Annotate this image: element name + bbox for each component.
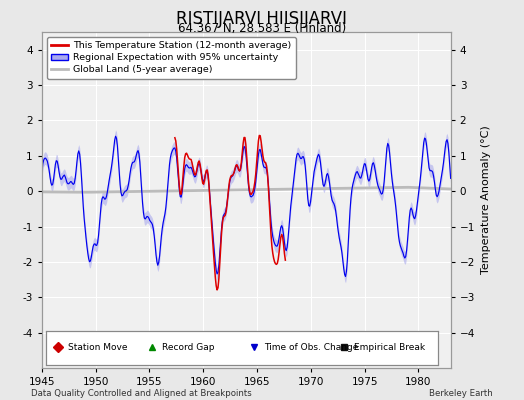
Text: Berkeley Earth: Berkeley Earth [429, 389, 493, 398]
Text: Data Quality Controlled and Aligned at Breakpoints: Data Quality Controlled and Aligned at B… [31, 389, 252, 398]
Legend: This Temperature Station (12-month average), Regional Expectation with 95% uncer: This Temperature Station (12-month avera… [47, 37, 296, 79]
Text: RISTIJARVI HIISIJARVI: RISTIJARVI HIISIJARVI [177, 10, 347, 28]
Y-axis label: Temperature Anomaly (°C): Temperature Anomaly (°C) [481, 126, 490, 274]
Text: 64.367 N, 28.583 E (Finland): 64.367 N, 28.583 E (Finland) [178, 22, 346, 35]
